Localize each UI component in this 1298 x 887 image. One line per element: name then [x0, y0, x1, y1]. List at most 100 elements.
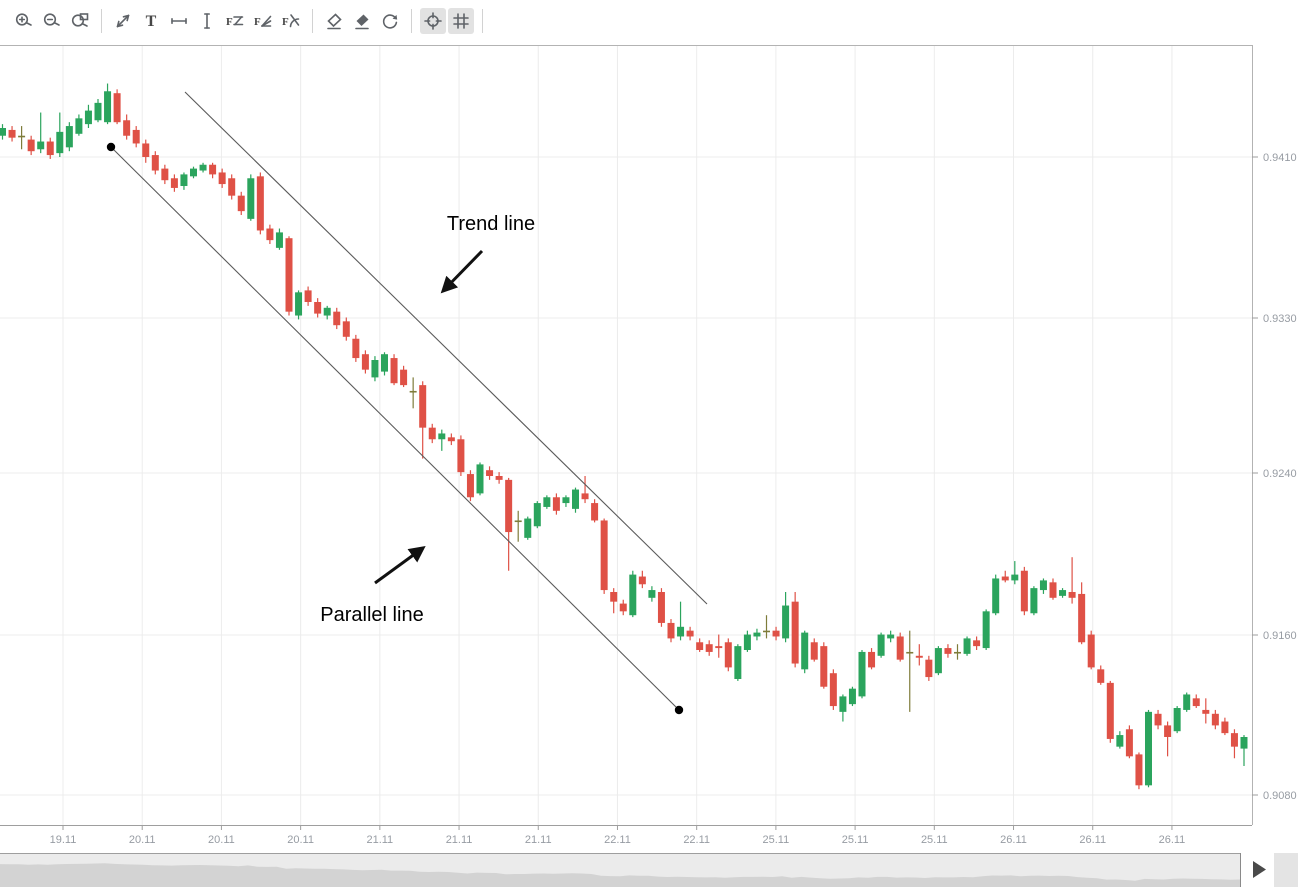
- candle-body: [94, 102, 102, 121]
- candle-body: [925, 659, 933, 678]
- fibonacci-retracement-icon: F: [226, 16, 244, 28]
- candle-body: [314, 301, 322, 314]
- candle-body: [1164, 725, 1172, 737]
- candle-body: [237, 195, 245, 212]
- annotation-arrow[interactable]: [440, 249, 484, 294]
- vertical-line-tool-button[interactable]: [194, 8, 220, 34]
- eraser-button[interactable]: [321, 8, 347, 34]
- candle-body: [514, 520, 522, 523]
- annotation-arrow[interactable]: [374, 546, 426, 585]
- candle-body: [428, 427, 436, 440]
- grid-toggle-button[interactable]: [448, 8, 474, 34]
- candle-body: [1087, 634, 1095, 668]
- candle-body: [934, 648, 942, 674]
- candle-body: [1240, 736, 1248, 749]
- candle-body: [476, 464, 484, 494]
- navigator-scroll-right-arrow[interactable]: [1253, 861, 1266, 878]
- candle-body: [629, 574, 637, 616]
- candle-body: [495, 475, 503, 480]
- candle-body: [954, 651, 961, 654]
- candle-body: [552, 497, 560, 511]
- date-tick-label: 22.11: [604, 834, 631, 846]
- parallel-line-label[interactable]: Parallel line: [320, 604, 423, 626]
- candle-body: [1202, 709, 1210, 714]
- drawing-handle[interactable]: [674, 705, 684, 715]
- candle-body: [104, 91, 112, 123]
- candle-body: [218, 172, 226, 185]
- candle-body: [8, 129, 16, 138]
- fibonacci-fan-button[interactable]: F: [250, 8, 276, 34]
- candle-body: [438, 433, 446, 440]
- candle-body: [419, 385, 427, 428]
- date-tick-label: 25.11: [842, 834, 869, 846]
- candle-body: [1135, 754, 1143, 786]
- zoom-selection-icon: [71, 13, 89, 27]
- parallel-line-drawing[interactable]: [110, 146, 680, 711]
- trend-line-drawing[interactable]: [184, 91, 708, 605]
- candle-body: [648, 590, 656, 598]
- candle-body: [820, 646, 828, 687]
- candle-body: [1020, 570, 1028, 612]
- price-tick-label: 0.9160: [1263, 630, 1297, 642]
- fibonacci-retracement-button[interactable]: F: [222, 8, 248, 34]
- candle-body: [734, 646, 742, 679]
- candle-body: [46, 141, 54, 156]
- candle-body: [763, 630, 770, 633]
- candle-body: [390, 358, 398, 384]
- eraser-all-button[interactable]: [349, 8, 375, 34]
- candle-body: [657, 591, 665, 623]
- horizontal-line-tool-button[interactable]: [166, 8, 192, 34]
- date-tick-label: 21.11: [446, 834, 473, 846]
- zoom-selection-button[interactable]: [67, 8, 93, 34]
- candle-body: [400, 369, 408, 386]
- reset-button[interactable]: [377, 8, 403, 34]
- navigator-end-cap: [1274, 853, 1298, 887]
- fibonacci-arc-button[interactable]: F: [278, 8, 304, 34]
- candle-body: [352, 338, 360, 359]
- crosshair-toggle-button[interactable]: [420, 8, 446, 34]
- candle-body: [371, 359, 379, 378]
- candle-body: [724, 642, 732, 668]
- date-tick-label: 21.11: [525, 834, 552, 846]
- candle-body: [1116, 735, 1124, 747]
- candle-body: [848, 688, 856, 705]
- candle-body: [1230, 733, 1238, 747]
- candle-body: [247, 178, 255, 219]
- eraser-icon: [327, 13, 342, 30]
- candle-body: [304, 290, 312, 302]
- drawing-handle[interactable]: [106, 142, 116, 152]
- candle-body: [858, 651, 866, 697]
- svg-text:F: F: [282, 16, 289, 28]
- candle-body: [170, 178, 178, 188]
- candle-body: [161, 168, 169, 181]
- candle-body: [342, 321, 350, 337]
- trend-line-tool-icon: [116, 14, 130, 28]
- toolbar-separator: [482, 9, 483, 33]
- candle-body: [505, 479, 513, 533]
- candle-body: [896, 636, 904, 660]
- price-tick-label: 0.9410: [1263, 152, 1297, 164]
- candle-body: [466, 474, 474, 498]
- trend-line-label[interactable]: Trend line: [447, 213, 535, 235]
- toolbar-separator: [312, 9, 313, 33]
- candle-body: [1221, 721, 1229, 734]
- text-tool-button[interactable]: T: [138, 8, 164, 34]
- candle-body: [915, 655, 923, 658]
- zoom-in-button[interactable]: [11, 8, 37, 34]
- candle-body: [486, 470, 494, 476]
- candle-body: [56, 131, 64, 154]
- toolbar-separator: [101, 9, 102, 33]
- candle-body: [591, 503, 599, 521]
- date-tick-label: 25.11: [921, 834, 948, 846]
- date-tick-label: 21.11: [366, 834, 393, 846]
- candle-body: [705, 644, 713, 652]
- candle-body: [610, 591, 618, 602]
- candle-body: [1154, 713, 1162, 726]
- candle-body: [1068, 591, 1076, 598]
- zoom-in-icon: [15, 13, 32, 26]
- trend-line-tool-button[interactable]: [110, 8, 136, 34]
- candle-body: [772, 630, 780, 637]
- candle-body: [992, 578, 1000, 614]
- zoom-out-button[interactable]: [39, 8, 65, 34]
